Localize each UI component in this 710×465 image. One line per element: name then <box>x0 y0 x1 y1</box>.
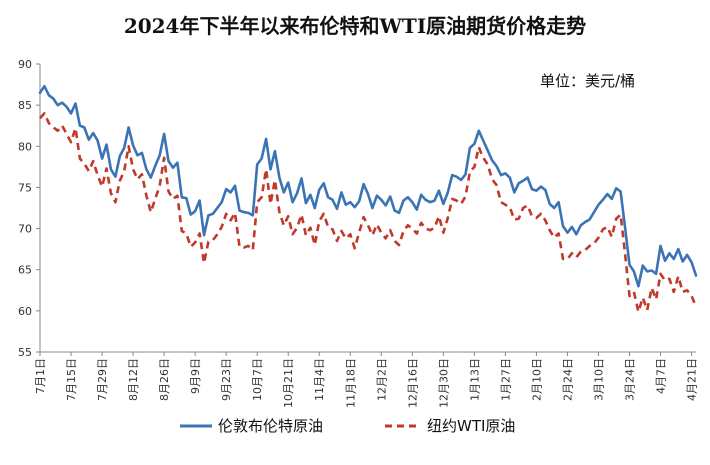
x-tick-label: 1月13日 <box>468 358 481 401</box>
x-tick-label: 7月29日 <box>96 358 109 401</box>
x-tick-label: 7月1日 <box>34 358 47 394</box>
x-tick-label: 8月12日 <box>127 358 140 401</box>
series-line-brent <box>38 84 698 288</box>
x-tick-label: 11月4日 <box>313 358 326 401</box>
y-tick-label: 90 <box>18 58 32 71</box>
x-tick-label: 9月9日 <box>189 358 202 394</box>
y-tick-label: 75 <box>18 181 32 194</box>
x-tick-label: 7月15日 <box>65 358 78 401</box>
x-tick-label: 4月7日 <box>655 358 668 394</box>
x-tick-label: 12月2日 <box>375 358 388 401</box>
series-line-wti <box>39 112 698 314</box>
x-tick-label: 1月27日 <box>499 358 512 401</box>
x-tick-label: 3月10日 <box>592 358 605 401</box>
x-tick-label: 10月7日 <box>251 358 264 401</box>
x-tick-label: 12月30日 <box>437 358 450 408</box>
legend-label-wti: 纽约WTI原油 <box>427 417 515 435</box>
x-tick-label: 3月24日 <box>624 358 637 401</box>
legend-label-brent: 伦敦布伦特原油 <box>218 417 323 435</box>
x-tick-label: 4月21日 <box>686 358 699 401</box>
x-tick-label: 11月18日 <box>344 358 357 408</box>
unit-label: 单位：美元/桶 <box>540 72 636 90</box>
x-tick-label: 2月10日 <box>530 358 543 401</box>
y-tick-label: 70 <box>18 223 32 236</box>
x-tick-label: 12月16日 <box>406 358 419 408</box>
y-tick-label: 65 <box>18 264 32 277</box>
y-tick-label: 55 <box>18 346 32 359</box>
y-tick-label: 60 <box>18 305 32 318</box>
x-tick-label: 8月26日 <box>158 358 171 401</box>
x-tick-label: 2月24日 <box>561 358 574 401</box>
x-tick-label: 9月23日 <box>220 358 233 401</box>
y-tick-label: 85 <box>18 99 32 112</box>
chart-title: 2024年下半年以来布伦特和WTI原油期货价格走势 <box>123 14 587 38</box>
x-tick-label: 10月21日 <box>282 358 295 408</box>
y-tick-label: 80 <box>18 140 32 153</box>
